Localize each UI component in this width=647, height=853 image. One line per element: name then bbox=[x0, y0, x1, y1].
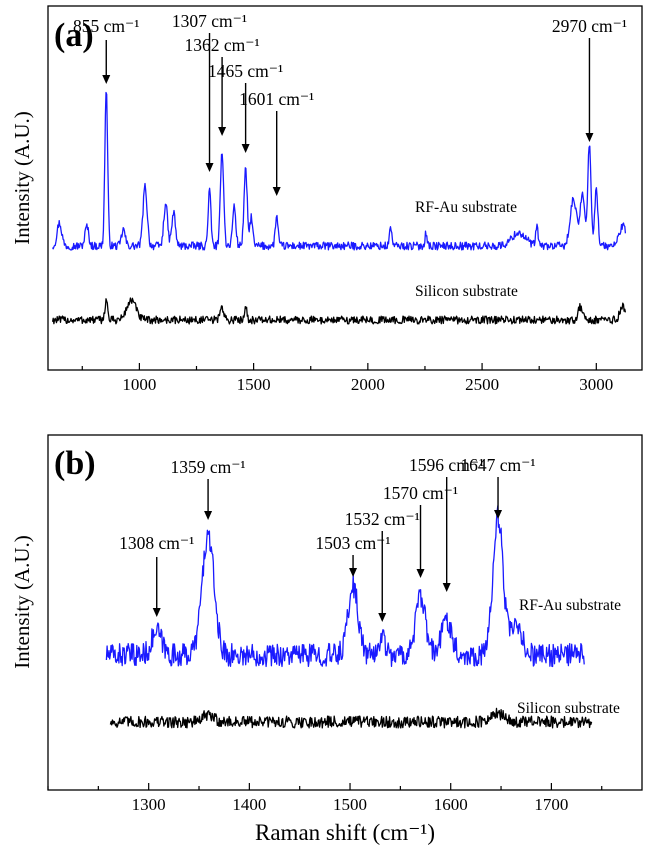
peak-annotation: 1596 cm⁻¹ bbox=[409, 455, 484, 592]
panel-b: (b) Intensity (A.U.) 1300 1400 1500 1600 170… bbox=[10, 434, 643, 845]
peak-annotation: 1532 cm⁻¹ bbox=[345, 509, 420, 622]
peak-label: 1307 cm⁻¹ bbox=[172, 11, 247, 31]
peak-annotation: 2970 cm⁻¹ bbox=[552, 16, 627, 142]
arrow-head-icon bbox=[204, 511, 213, 520]
arrow-head-icon bbox=[218, 127, 227, 136]
arrow-head-icon bbox=[585, 133, 594, 142]
x-tick-label: 1300 bbox=[132, 795, 166, 814]
panel-b-silicon-label: Silicon substrate bbox=[517, 700, 620, 717]
peak-label: 1465 cm⁻¹ bbox=[208, 61, 283, 81]
panel-a-annotations: 855 cm⁻¹ 1307 cm⁻¹ 1362 cm⁻¹ 1465 cm⁻¹ 1601 … bbox=[73, 11, 627, 196]
panel-b-letter: (b) bbox=[54, 445, 96, 482]
x-tick-label: 2000 bbox=[351, 375, 385, 394]
arrow-head-icon bbox=[494, 510, 503, 519]
series-line-rf-au bbox=[52, 91, 627, 251]
x-tick-label: 1400 bbox=[232, 795, 266, 814]
peak-annotation: 1570 cm⁻¹ bbox=[383, 483, 458, 578]
panel-a-y-axis-label: Intensity (A.U.) bbox=[10, 111, 34, 245]
arrow-head-icon bbox=[442, 583, 451, 592]
peak-label: 1601 cm⁻¹ bbox=[239, 89, 314, 109]
arrow-head-icon bbox=[272, 187, 281, 196]
arrow-head-icon bbox=[102, 75, 111, 84]
arrow-head-icon bbox=[378, 613, 387, 622]
x-tick-label: 3000 bbox=[579, 375, 613, 394]
panel-a-rf-au-label: RF-Au substrate bbox=[415, 199, 517, 216]
peak-annotation: 1503 cm⁻¹ bbox=[315, 533, 391, 577]
panel-a: (a) Intensity (A.U.) 1000 1500 2000 2500 300… bbox=[10, 5, 643, 394]
panel-a-silicon-label: Silicon substrate bbox=[415, 283, 518, 300]
panel-b-annotations: 1308 cm⁻¹ 1359 cm⁻¹ 1503 cm⁻¹ 1532 cm⁻¹ 1570… bbox=[119, 455, 536, 622]
peak-label: 2970 cm⁻¹ bbox=[552, 16, 627, 36]
x-tick-label: 1500 bbox=[333, 795, 367, 814]
x-axis-label: Raman shift (cm⁻¹) bbox=[255, 820, 435, 845]
panel-a-series bbox=[51, 91, 627, 325]
peak-annotation: 1308 cm⁻¹ bbox=[119, 533, 194, 617]
panel-b-x-ticks: 1300 1400 1500 1600 1700 bbox=[47, 783, 603, 814]
peak-label: 1532 cm⁻¹ bbox=[345, 509, 420, 529]
arrow-head-icon bbox=[416, 569, 425, 578]
panel-a-x-ticks: 1000 1500 2000 2500 3000 bbox=[81, 363, 613, 394]
peak-annotation: 1307 cm⁻¹ bbox=[172, 11, 247, 172]
x-tick-label: 1500 bbox=[237, 375, 271, 394]
series-line-silicon bbox=[109, 707, 593, 729]
arrow-head-icon bbox=[205, 163, 214, 172]
peak-annotation: 1465 cm⁻¹ bbox=[208, 61, 283, 153]
peak-label: 1503 cm⁻¹ bbox=[315, 533, 390, 553]
peak-label: 1362 cm⁻¹ bbox=[184, 35, 259, 55]
panel-b-rf-au-label: RF-Au substrate bbox=[519, 597, 621, 614]
panel-b-y-axis-label: Intensity (A.U.) bbox=[10, 535, 34, 669]
x-tick-label: 1000 bbox=[122, 375, 156, 394]
arrow-head-icon bbox=[349, 568, 358, 577]
peak-annotation: 1601 cm⁻¹ bbox=[239, 89, 314, 196]
peak-annotation: 855 cm⁻¹ bbox=[73, 16, 140, 84]
peak-label: 1596 cm⁻¹ bbox=[409, 455, 484, 475]
panel-a-letter: (a) bbox=[54, 17, 94, 54]
arrow-head-icon bbox=[241, 144, 250, 153]
peak-annotation: 1647 cm⁻¹ bbox=[460, 455, 536, 519]
series-line-silicon bbox=[51, 297, 627, 325]
peak-annotation: 1359 cm⁻¹ bbox=[170, 457, 246, 520]
peak-label: 1359 cm⁻¹ bbox=[170, 457, 245, 477]
panel-a-frame bbox=[47, 5, 643, 371]
arrow-head-icon bbox=[152, 608, 161, 617]
peak-annotation: 1362 cm⁻¹ bbox=[184, 35, 260, 136]
panel-b-frame bbox=[47, 434, 643, 791]
peak-label: 1570 cm⁻¹ bbox=[383, 483, 458, 503]
series-line-rf-au bbox=[105, 505, 585, 668]
panel-b-series bbox=[105, 505, 593, 729]
peak-label: 855 cm⁻¹ bbox=[73, 16, 140, 36]
x-tick-label: 1600 bbox=[434, 795, 468, 814]
x-tick-label: 2500 bbox=[465, 375, 499, 394]
x-tick-label: 1700 bbox=[534, 795, 568, 814]
peak-label: 1308 cm⁻¹ bbox=[119, 533, 194, 553]
peak-label: 1647 cm⁻¹ bbox=[460, 455, 535, 475]
